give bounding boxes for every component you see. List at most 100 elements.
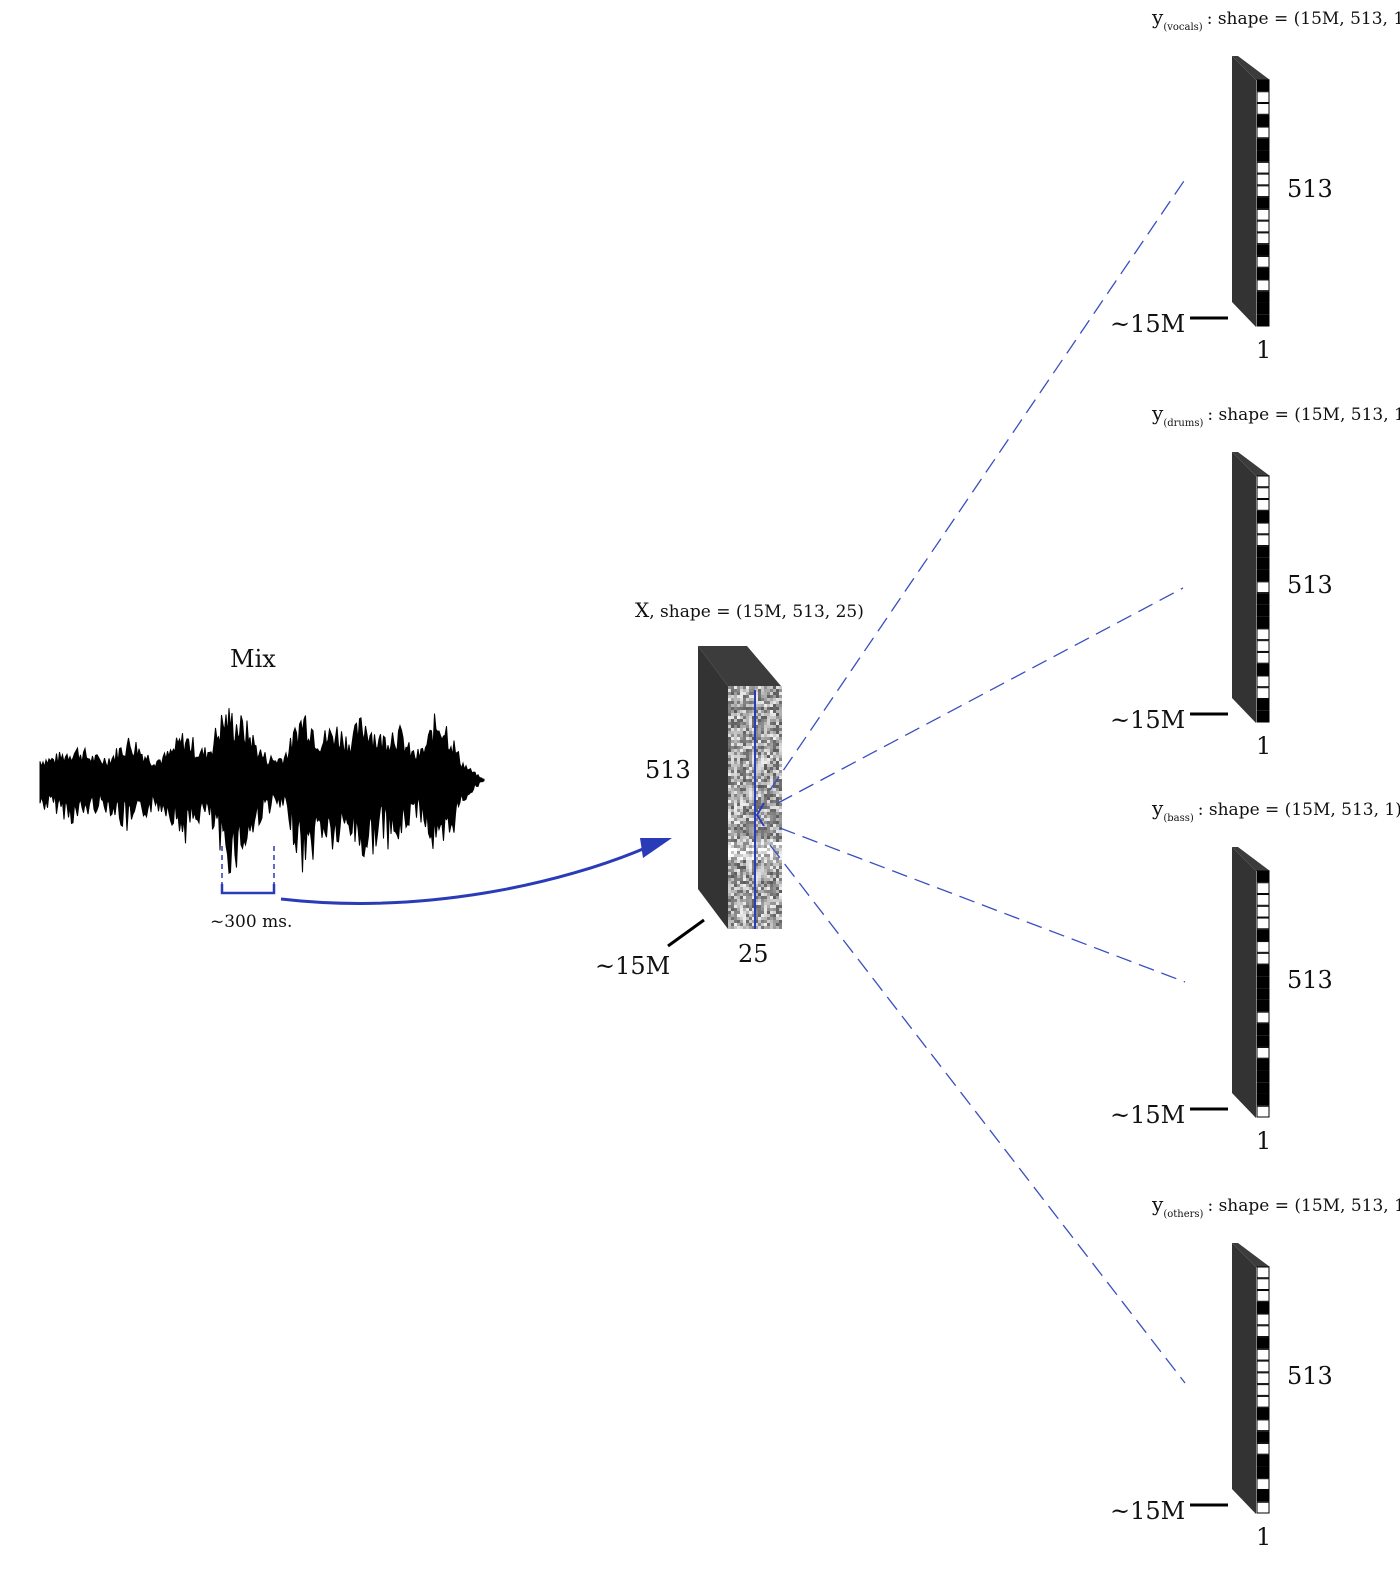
spectrogram-cell [749, 761, 752, 764]
output-cell [1256, 604, 1270, 617]
spectrogram-cell [740, 785, 743, 788]
window-bracket [220, 846, 276, 895]
spectrogram-cell [737, 755, 740, 758]
spectrogram-cell [761, 728, 764, 731]
spectrogram-cell [737, 704, 740, 707]
spectrogram-cell [761, 737, 764, 740]
spectrogram-cell [743, 689, 746, 692]
output-shape: : shape = (15M, 513, 1) [1207, 9, 1400, 29]
spectrogram-cell [752, 815, 755, 818]
spectrogram-cell [740, 710, 743, 713]
spectrogram-cell [776, 713, 779, 716]
spectrogram-cell [770, 833, 773, 836]
spectrogram-cell [779, 851, 782, 854]
spectrogram-cell [773, 806, 776, 809]
spectrogram-cell [758, 764, 761, 767]
spectrogram-cell [728, 686, 731, 689]
spectrogram-cell [755, 764, 758, 767]
spectrogram-cell [740, 833, 743, 836]
spectrogram-cell [776, 776, 779, 779]
spectrogram-cell [746, 773, 749, 776]
spectrogram-cell [734, 848, 737, 851]
spectrogram-cell [737, 776, 740, 779]
output-height-label: 513 [1287, 1362, 1333, 1390]
spectrogram-cell [737, 902, 740, 905]
spectrogram-cell [776, 692, 779, 695]
spectrogram-cell [779, 815, 782, 818]
spectrogram-cell [767, 902, 770, 905]
spectrogram-cell [743, 767, 746, 770]
spectrogram-cell [749, 911, 752, 914]
spectrogram-cell [767, 764, 770, 767]
spectrogram-cell [773, 818, 776, 821]
output-width-label: 1 [1256, 1127, 1271, 1155]
spectrogram-cell [746, 818, 749, 821]
spectrogram-cell [773, 854, 776, 857]
spectrogram-cell [752, 749, 755, 752]
spectrogram-cell [728, 881, 731, 884]
spectrogram-cell [728, 770, 731, 773]
spectrogram-cell [737, 896, 740, 899]
spectrogram-cell [761, 926, 764, 929]
spectrogram-cell [767, 836, 770, 839]
spectrogram-cell [740, 719, 743, 722]
spectrogram-cell [767, 686, 770, 689]
spectrogram-cell [779, 872, 782, 875]
spectrogram-cell [749, 692, 752, 695]
spectrogram-cell [761, 770, 764, 773]
spectrogram-cell [779, 869, 782, 872]
spectrogram-cell [758, 869, 761, 872]
spectrogram-cell [731, 707, 734, 710]
spectrogram-cell [761, 899, 764, 902]
spectrogram-cell [767, 794, 770, 797]
spectrogram-cell [770, 719, 773, 722]
spectrogram-cell [746, 764, 749, 767]
spectrogram-cell [770, 860, 773, 863]
spectrogram-cell [737, 884, 740, 887]
spectrogram-cell [749, 869, 752, 872]
spectrogram-cell [728, 875, 731, 878]
spectrogram-cell [749, 815, 752, 818]
spectrogram-cell [743, 869, 746, 872]
spectrogram-cell [731, 893, 734, 896]
spectrogram-cell [767, 875, 770, 878]
spectrogram-cell [743, 788, 746, 791]
spectrogram-cell [758, 761, 761, 764]
spectrogram-cell [764, 737, 767, 740]
spectrogram-cell [773, 716, 776, 719]
spectrogram-cell [776, 842, 779, 845]
spectrogram-cell [755, 884, 758, 887]
spectrogram-cell [743, 866, 746, 869]
output-height-label: 513 [1287, 571, 1333, 599]
spectrogram-cell [752, 770, 755, 773]
spectrogram-cell [746, 899, 749, 902]
spectrogram-cell [728, 866, 731, 869]
spectrogram-cell [737, 722, 740, 725]
output-cell [1256, 976, 1270, 989]
spectrogram-cell [737, 908, 740, 911]
spectrogram-cell [770, 926, 773, 929]
spectrogram-cell [728, 776, 731, 779]
spectrogram-cell [749, 749, 752, 752]
spectrogram-cell [743, 884, 746, 887]
output-cell [1256, 964, 1270, 977]
spectrogram-cell [734, 692, 737, 695]
spectrogram-cell [764, 890, 767, 893]
spectrogram-cell [734, 728, 737, 731]
spectrogram-cell [779, 719, 782, 722]
spectrogram-cell [770, 692, 773, 695]
output-cell [1256, 616, 1270, 629]
spectrogram-cell [758, 917, 761, 920]
spectrogram-cell [767, 782, 770, 785]
spectrogram-cell [755, 848, 758, 851]
spectrogram-cell [764, 761, 767, 764]
spectrogram-cell [746, 803, 749, 806]
spectrogram-cell [728, 899, 731, 902]
spectrogram-cell [770, 827, 773, 830]
spectrogram-cell [755, 716, 758, 719]
spectrogram-cell [761, 809, 764, 812]
spectrogram-cell [728, 905, 731, 908]
output-cell [1256, 185, 1270, 198]
spectrogram-cell [764, 722, 767, 725]
spectrogram-cell [764, 875, 767, 878]
